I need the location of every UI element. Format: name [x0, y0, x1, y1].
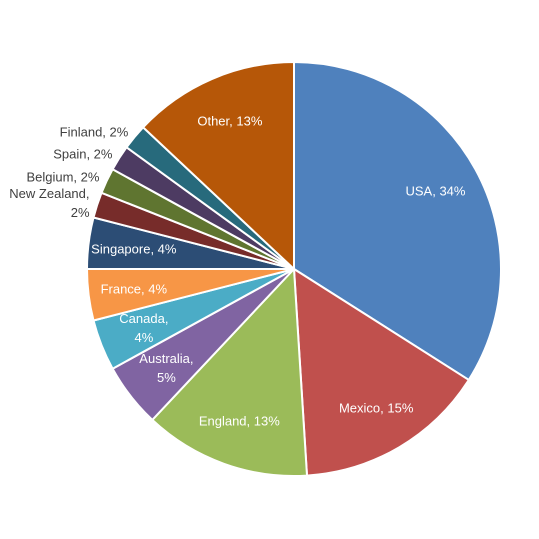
data-label: Australia, 5% — [139, 350, 194, 385]
data-label: Canada, 4% — [119, 311, 169, 346]
data-label: New Zealand, 2% — [9, 185, 90, 220]
pie-slice — [292, 267, 471, 477]
data-label: Spain, 2% — [53, 146, 113, 162]
data-label: Belgium, 2% — [26, 169, 100, 185]
pie-slice — [293, 60, 502, 382]
pie-slice — [150, 266, 309, 477]
data-label: Other, 13% — [197, 113, 263, 129]
data-label: Finland, 2% — [59, 124, 129, 140]
pie-slice — [141, 60, 295, 272]
data-label: France, 4% — [100, 281, 168, 297]
data-label: Singapore, 4% — [91, 241, 177, 257]
data-label: USA, 34% — [405, 183, 466, 199]
data-label: England, 13% — [198, 413, 280, 429]
data-label: Mexico, 15% — [338, 400, 414, 416]
